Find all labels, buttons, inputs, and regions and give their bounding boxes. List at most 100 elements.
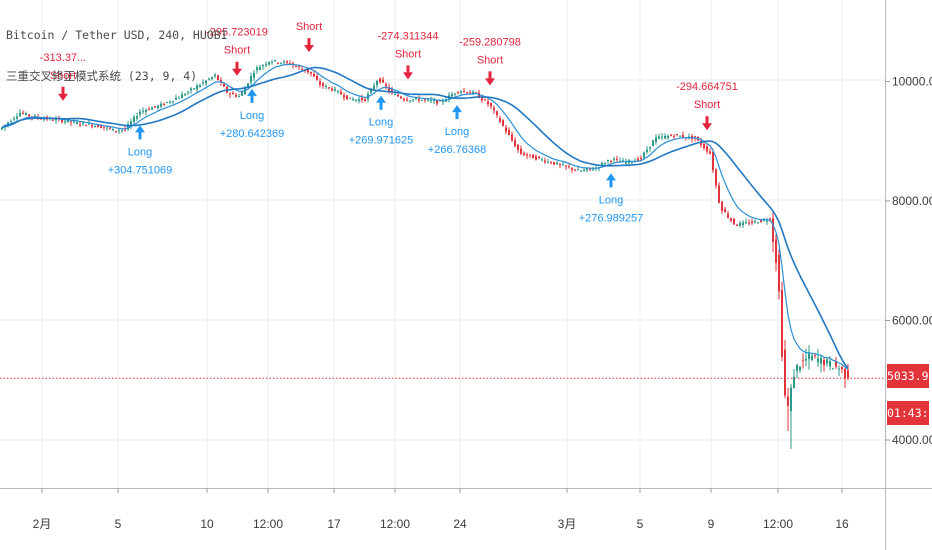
- candle-body: [832, 368, 834, 370]
- candle-body: [280, 62, 282, 64]
- candle-body: [370, 88, 372, 94]
- candle-body: [784, 349, 786, 396]
- candle-body: [94, 126, 96, 128]
- candle-body: [499, 118, 501, 122]
- candle-body: [103, 126, 105, 128]
- candle-body: [457, 91, 459, 93]
- candle-body: [115, 130, 117, 132]
- candle-body: [136, 116, 138, 119]
- candle-body: [346, 95, 348, 100]
- long-signal-label: Long: [240, 110, 264, 122]
- candle-body: [580, 170, 582, 172]
- long-signal-value: +269.971625: [349, 135, 414, 147]
- y-tick-label: 8000.00: [892, 194, 932, 208]
- candle-body: [238, 96, 240, 98]
- candle-body: [16, 116, 18, 119]
- candle-body: [496, 111, 498, 116]
- candle-body: [556, 162, 558, 165]
- candle-body: [199, 84, 201, 88]
- candle-body: [163, 103, 165, 105]
- short-arrow-icon: [702, 116, 712, 131]
- candle-body: [817, 358, 819, 363]
- candle-body: [409, 100, 411, 102]
- candle-body: [736, 224, 738, 226]
- candle-body: [151, 107, 153, 110]
- candle-body: [553, 162, 555, 165]
- candle-body: [211, 77, 213, 79]
- candle-body: [790, 387, 792, 412]
- candle-body: [565, 165, 567, 167]
- candle-body: [55, 118, 57, 121]
- candle-body: [676, 134, 678, 136]
- candle-body: [577, 169, 579, 171]
- candle-body: [241, 92, 243, 96]
- candle-body: [301, 68, 303, 70]
- candle-body: [649, 146, 651, 149]
- candle-body: [247, 83, 249, 88]
- candle-body: [820, 357, 822, 364]
- candle-body: [205, 80, 207, 84]
- candle-body: [652, 140, 654, 147]
- candle-body: [487, 101, 489, 105]
- candle-body: [160, 103, 162, 107]
- candle-body: [550, 162, 552, 164]
- candle-body: [76, 121, 78, 124]
- candle-body: [703, 143, 705, 149]
- candle-body: [532, 154, 534, 159]
- candle-body: [52, 119, 54, 121]
- candle-body: [379, 78, 381, 83]
- short-signal-value: -295.723019: [206, 27, 268, 39]
- candle-body: [421, 99, 423, 101]
- candle-body: [121, 129, 123, 131]
- candle-body: [835, 361, 837, 367]
- candle-body: [439, 100, 441, 102]
- candle-body: [718, 185, 720, 203]
- candle-body: [502, 120, 504, 126]
- candle-body: [283, 61, 285, 63]
- ma-slow-line: [1, 66, 849, 369]
- candle-body: [262, 65, 264, 67]
- long-arrow-icon: [247, 88, 257, 103]
- candle-body: [793, 376, 795, 389]
- candle-body: [106, 127, 108, 129]
- candle-body: [706, 146, 708, 152]
- candle-body: [100, 125, 102, 128]
- candle-body: [460, 91, 462, 93]
- candle-body: [364, 98, 366, 101]
- candle-body: [700, 141, 702, 146]
- candle-body: [25, 113, 27, 115]
- candle-body: [22, 112, 24, 114]
- candle-body: [745, 222, 747, 224]
- candle-body: [157, 105, 159, 108]
- candle-body: [271, 61, 273, 63]
- candle-body: [385, 84, 387, 87]
- candle-body: [517, 144, 519, 150]
- short-arrow-icon: [485, 71, 495, 86]
- candle-body: [739, 223, 741, 226]
- candle-body: [742, 222, 744, 226]
- x-tick-label: 12:00: [763, 517, 793, 531]
- x-tick-label: 5: [115, 517, 122, 531]
- candle-body: [715, 169, 717, 186]
- candle-body: [787, 396, 789, 406]
- candle-body: [31, 116, 33, 118]
- candle-body: [484, 99, 486, 101]
- candle-body: [424, 99, 426, 101]
- candle-body: [712, 151, 714, 171]
- candle-body: [661, 136, 663, 138]
- long-arrow-icon: [452, 105, 462, 120]
- candle-body: [187, 91, 189, 93]
- candle-body: [607, 160, 609, 162]
- candle-body: [436, 99, 438, 104]
- last-price-tag: 5033.96: [887, 364, 932, 388]
- candle-body: [355, 99, 357, 101]
- candle-body: [184, 94, 186, 96]
- candle-body: [208, 78, 210, 80]
- x-tick-label: 2月: [33, 517, 52, 531]
- candle-body: [259, 67, 261, 70]
- candle-body: [721, 201, 723, 211]
- candle-body: [757, 222, 759, 224]
- candle-body: [493, 107, 495, 111]
- long-signal-value: +280.642369: [220, 128, 285, 140]
